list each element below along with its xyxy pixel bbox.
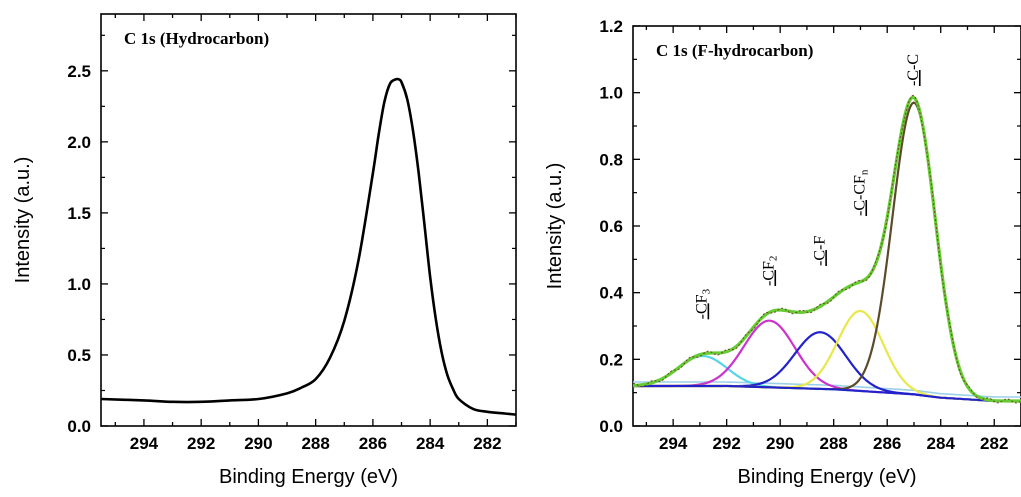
chart1-peak-label-sub: n — [858, 169, 870, 175]
chart1-peak-label-main: -C — [851, 200, 868, 216]
chart1-y-tick-label: 0.8 — [599, 150, 623, 169]
chart1-x-tick-label: 282 — [980, 434, 1008, 453]
chart1-peak-label-1: -CF2 — [760, 256, 779, 286]
chart1-x-tick-label: 286 — [873, 434, 901, 453]
chart1-y-tick-label: 0.4 — [599, 284, 623, 303]
chart1-peak-label-2: -C-F — [811, 236, 828, 266]
chart1-x-tick-label: 284 — [927, 434, 956, 453]
chart1-peak-3 — [633, 309, 1021, 403]
chart1-y-tick-label: 1.2 — [599, 17, 623, 36]
chart1-y-tick-label: 0.6 — [599, 217, 623, 236]
chart0-x-tick-label: 292 — [187, 434, 215, 453]
chart1-y-axis-label: Intensity (a.u.) — [544, 163, 566, 290]
chart1-x-tick-label: 288 — [820, 434, 848, 453]
chart1-plot-area — [633, 94, 1021, 404]
chart1-peak-label-4: -C-C — [905, 54, 922, 86]
chart0-x-tick-label: 286 — [359, 434, 387, 453]
chart1-peak-label-main: -C — [905, 70, 922, 86]
chart1-baseline — [633, 385, 1021, 402]
chart1-x-axis-label: Binding Energy (eV) — [738, 466, 917, 488]
chart0-title: C 1s (Hydrocarbon) — [124, 29, 269, 48]
chart1-peak-label-main: -C — [693, 303, 710, 319]
chart1-y-tick-label: 1.0 — [599, 84, 623, 103]
chart0-y-axis-label: Intensity (a.u.) — [12, 157, 34, 284]
chart1-x-tick-label: 294 — [659, 434, 688, 453]
chart1-peak-label-0: -CF3 — [693, 288, 712, 319]
chart0-y-tick-label: 2.5 — [67, 62, 91, 81]
chart1-peak-label-rest: F — [760, 261, 777, 270]
chart0-y-tick-label: 0.0 — [67, 417, 91, 436]
chart1-x-tick-label: 292 — [712, 434, 740, 453]
chart-f-hydrocarbon: 294 292 290 288 286 284 282 0.0 0.2 0.4 0.6 0.8 1.0 1… — [544, 17, 1021, 488]
chart0-y-tick-label: 0.5 — [67, 346, 91, 365]
chart1-peak-label-main: -C — [760, 270, 777, 286]
chart0-x-tick-label: 294 — [130, 434, 159, 453]
chart1-y-tick-label: 0.2 — [599, 350, 623, 369]
chart1-peak-label-3: -C-CFn — [851, 169, 870, 216]
chart0-plot-frame — [100, 13, 517, 427]
chart-hydrocarbon: 294 292 290 288 286 284 282 0.0 0.5 1.0 1.5 2.0 2.5 B… — [12, 13, 517, 488]
chart0-y-tick-label: 1.0 — [67, 275, 91, 294]
chart0-x-tick-label: 282 — [473, 434, 501, 453]
chart0-y-tick-label: 1.5 — [67, 204, 91, 223]
chart1-x-tick-label: 290 — [766, 434, 794, 453]
chart0-plot-area — [101, 77, 516, 416]
chart1-y-tick-label: 0.0 — [599, 417, 623, 436]
chart1-peak-label-rest: F — [693, 294, 710, 303]
chart1-peak-label-rest: -F — [811, 236, 828, 250]
chart0-y-tick-label: 2.0 — [67, 133, 91, 152]
chart1-peak-label-rest: -C — [905, 54, 922, 70]
chart0-x-tick-label: 288 — [301, 434, 329, 453]
chart0-series-line — [101, 77, 516, 416]
chart1-peak-2 — [633, 331, 1021, 403]
chart0-x-axis-label: Binding Energy (eV) — [219, 466, 398, 488]
chart1-peak-label-sub: 2 — [767, 256, 779, 262]
chart1-raw-data — [633, 94, 1021, 404]
chart1-peak-label-rest: -CF — [851, 175, 868, 200]
chart1-peak-label-main: -C — [811, 250, 828, 266]
chart1-peak-label-sub: 3 — [700, 288, 712, 294]
chart1-title: C 1s (F-hydrocarbon) — [656, 41, 813, 60]
chart1-plot-frame — [632, 25, 1021, 427]
chart0-x-tick-label: 284 — [416, 434, 445, 453]
chart0-x-tick-label: 290 — [244, 434, 272, 453]
